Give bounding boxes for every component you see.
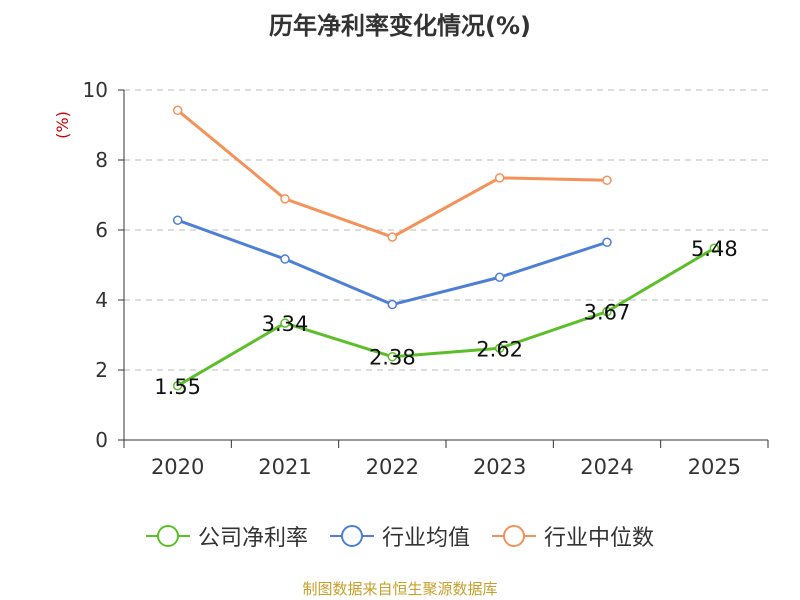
data-label-2021: 3.34 xyxy=(262,312,309,336)
axes: 0 2 4 6 8 10 (%) 2020 2021 2022 2023 2024 2025 xyxy=(53,78,769,479)
legend-item-0: 公司净利率 xyxy=(145,520,308,552)
data-label-2020: 1.55 xyxy=(154,375,201,399)
data-point-0-2023 xyxy=(494,343,505,354)
legend-swatch-icon xyxy=(145,525,190,547)
data-point-0-2025 xyxy=(709,243,720,253)
data-point-0-2024 xyxy=(602,306,612,317)
chart-title: 历年净利率变化情况(%) xyxy=(269,12,531,40)
legend-label: 行业中位数 xyxy=(544,526,655,551)
data-point-2-2021 xyxy=(280,194,290,204)
legend: 公司净利率 行业均值 行业中位数 xyxy=(0,520,800,552)
series-line-2 xyxy=(176,109,608,239)
data-point-0-2020 xyxy=(172,381,183,391)
data-label-2023: 2.62 xyxy=(476,337,523,361)
data-point-0-2021 xyxy=(280,318,290,328)
data-point-1-2020 xyxy=(172,215,183,225)
data-label-2022: 2.38 xyxy=(369,346,416,370)
data-point-1-2022 xyxy=(387,299,398,310)
y-tick-label-10: 10 xyxy=(83,78,108,102)
data-point-1-2024 xyxy=(602,237,612,247)
data-point-2-2023 xyxy=(494,173,505,183)
legend-swatch-icon xyxy=(329,525,374,547)
y-tick-label-0: 0 xyxy=(95,428,108,452)
legend-label: 行业均值 xyxy=(381,526,470,551)
data-labels: 1.55 3.34 2.38 2.62 3.67 5.48 xyxy=(154,237,737,399)
data-point-2-2020 xyxy=(172,105,183,116)
y-tick-label-8: 8 xyxy=(95,148,108,172)
data-label-2025: 5.48 xyxy=(691,237,738,261)
legend-label: 公司净利率 xyxy=(197,526,308,551)
x-tick-label-2023: 2023 xyxy=(473,455,526,479)
x-tick-label-2021: 2021 xyxy=(258,455,311,479)
data-point-1-2023 xyxy=(494,272,505,282)
legend-swatch-marker xyxy=(156,525,179,547)
data-point-2-2022 xyxy=(387,232,398,242)
x-tick-label-2020: 2020 xyxy=(151,455,204,479)
y-tick-label-2: 2 xyxy=(95,358,108,382)
legend-swatch-marker xyxy=(503,525,525,547)
legend-item-2: 行业中位数 xyxy=(492,520,654,552)
data-label-2024: 3.67 xyxy=(584,301,631,325)
grid-lines xyxy=(124,89,768,371)
source-note: 制图数据来自恒生聚源数据库 xyxy=(302,580,498,598)
legend-swatch-marker xyxy=(340,525,363,547)
x-tick-label-2025: 2025 xyxy=(688,455,741,479)
x-tick-label-2024: 2024 xyxy=(580,455,633,479)
series-line-0 xyxy=(176,246,716,388)
legend-item-1: 行业均值 xyxy=(329,520,470,552)
series-lines xyxy=(172,105,720,391)
data-point-2-2024 xyxy=(602,175,612,186)
data-point-1-2021 xyxy=(280,254,290,264)
data-point-0-2022 xyxy=(387,351,398,362)
legend-swatch-icon xyxy=(492,525,536,547)
y-axis-label: (%) xyxy=(53,111,72,139)
y-tick-label-6: 6 xyxy=(95,218,108,242)
y-tick-label-4: 4 xyxy=(95,288,108,312)
x-tick-label-2022: 2022 xyxy=(366,455,419,479)
